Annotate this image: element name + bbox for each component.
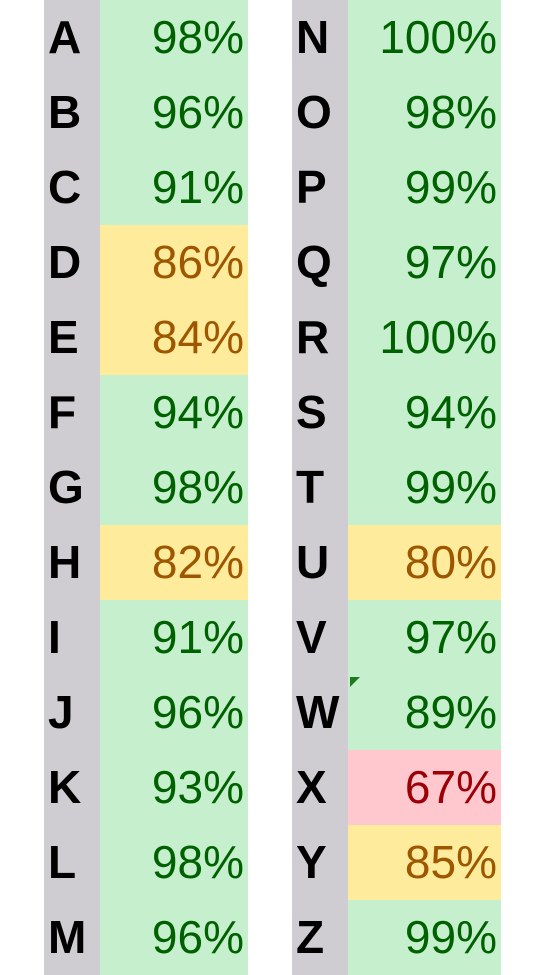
table-row: H 82%	[44, 525, 248, 600]
table-row: D 86%	[44, 225, 248, 300]
row-letter: A	[44, 0, 100, 75]
row-letter: M	[44, 900, 100, 975]
table-row: S 94%	[292, 375, 501, 450]
row-value[interactable]: 82%	[100, 525, 248, 600]
table-row: L 98%	[44, 825, 248, 900]
row-letter: I	[44, 600, 100, 675]
row-letter: D	[44, 225, 100, 300]
row-value[interactable]: 91%	[100, 600, 248, 675]
table-row: E 84%	[44, 300, 248, 375]
row-letter: J	[44, 675, 100, 750]
table-row: X 67%	[292, 750, 501, 825]
row-value[interactable]: 91%	[100, 150, 248, 225]
row-value[interactable]: 98%	[100, 450, 248, 525]
right-column: N 100% O 98% P 99% Q 97% R 100% S 94% T 99% U 80…	[292, 0, 501, 975]
row-letter: X	[292, 750, 348, 825]
row-letter: R	[292, 300, 348, 375]
row-letter: Q	[292, 225, 348, 300]
cell-note-marker-icon	[350, 677, 360, 687]
row-value[interactable]: 89%	[348, 675, 501, 750]
row-letter: O	[292, 75, 348, 150]
row-letter: P	[292, 150, 348, 225]
row-value[interactable]: 99%	[348, 900, 501, 975]
row-letter: H	[44, 525, 100, 600]
row-value[interactable]: 96%	[100, 75, 248, 150]
table-row: A 98%	[44, 0, 248, 75]
row-value[interactable]: 100%	[348, 0, 501, 75]
row-value[interactable]: 85%	[348, 825, 501, 900]
table-row: C 91%	[44, 150, 248, 225]
row-letter: T	[292, 450, 348, 525]
row-value[interactable]: 93%	[100, 750, 248, 825]
table-row: I 91%	[44, 600, 248, 675]
row-value[interactable]: 99%	[348, 150, 501, 225]
row-letter: U	[292, 525, 348, 600]
row-letter: W	[292, 675, 348, 750]
table-row: F 94%	[44, 375, 248, 450]
row-value[interactable]: 98%	[100, 825, 248, 900]
row-value[interactable]: 99%	[348, 450, 501, 525]
left-column: A 98% B 96% C 91% D 86% E 84% F 94% G 98% H 82% …	[44, 0, 248, 975]
row-letter: N	[292, 0, 348, 75]
row-letter: Z	[292, 900, 348, 975]
row-value[interactable]: 67%	[348, 750, 501, 825]
row-value[interactable]: 86%	[100, 225, 248, 300]
row-value[interactable]: 80%	[348, 525, 501, 600]
table-row: P 99%	[292, 150, 501, 225]
row-letter: V	[292, 600, 348, 675]
row-letter: S	[292, 375, 348, 450]
row-letter: B	[44, 75, 100, 150]
row-value[interactable]: 94%	[100, 375, 248, 450]
row-value[interactable]: 100%	[348, 300, 501, 375]
table-row: W 89%	[292, 675, 501, 750]
table-row: U 80%	[292, 525, 501, 600]
table-row: O 98%	[292, 75, 501, 150]
row-letter: Y	[292, 825, 348, 900]
row-letter: F	[44, 375, 100, 450]
row-value[interactable]: 96%	[100, 900, 248, 975]
table-row: N 100%	[292, 0, 501, 75]
table-row: M 96%	[44, 900, 248, 975]
table-row: B 96%	[44, 75, 248, 150]
table-row: V 97%	[292, 600, 501, 675]
table-row: Y 85%	[292, 825, 501, 900]
row-value[interactable]: 98%	[348, 75, 501, 150]
table-row: T 99%	[292, 450, 501, 525]
row-value[interactable]: 84%	[100, 300, 248, 375]
table-row: R 100%	[292, 300, 501, 375]
table-row: Q 97%	[292, 225, 501, 300]
row-letter: E	[44, 300, 100, 375]
row-value[interactable]: 98%	[100, 0, 248, 75]
row-value[interactable]: 97%	[348, 225, 501, 300]
table-row: J 96%	[44, 675, 248, 750]
table-row: K 93%	[44, 750, 248, 825]
row-letter: L	[44, 825, 100, 900]
row-letter: G	[44, 450, 100, 525]
row-value[interactable]: 97%	[348, 600, 501, 675]
table-row: G 98%	[44, 450, 248, 525]
row-value[interactable]: 96%	[100, 675, 248, 750]
row-letter: C	[44, 150, 100, 225]
row-value[interactable]: 94%	[348, 375, 501, 450]
row-letter: K	[44, 750, 100, 825]
table-row: Z 99%	[292, 900, 501, 975]
